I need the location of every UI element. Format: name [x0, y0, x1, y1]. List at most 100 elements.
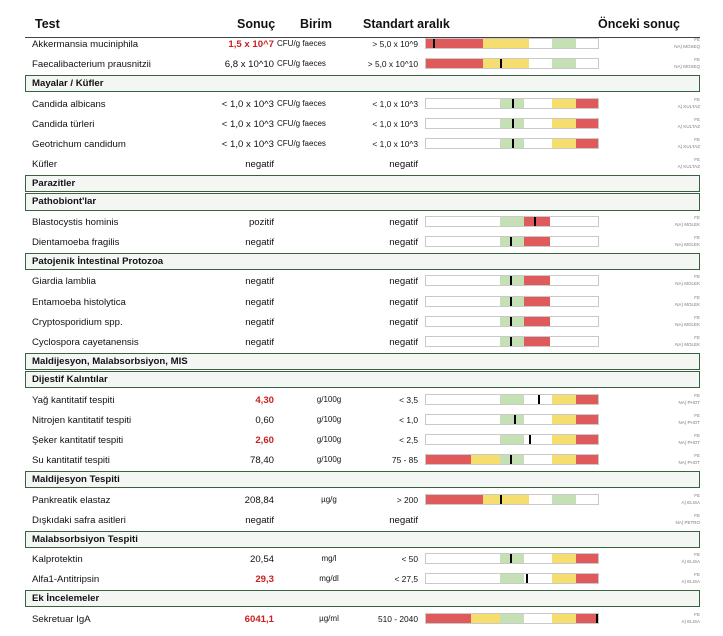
bar-zone: [575, 455, 598, 465]
bar-zone: [575, 574, 598, 584]
previous-code: FE: [694, 274, 700, 280]
previous-method: NA) PHOT: [678, 419, 700, 425]
table-row: Cyclospora cayetanensis negatif negatif FE N…: [25, 332, 700, 352]
previous-method: A) ELISA: [681, 579, 700, 585]
section-title: Maldijesyon, Malabsorbsiyon, MIS: [32, 355, 188, 367]
section-title: Mayalar / Küfler: [32, 77, 104, 89]
result-marker: [510, 455, 513, 465]
previous-method: NA) PHOT: [678, 439, 700, 445]
result-marker: [529, 434, 532, 444]
result-bar: [425, 612, 599, 624]
bar-zone: [524, 455, 552, 465]
previous-code: FE: [694, 572, 700, 578]
unit-label: µg/g: [321, 494, 337, 504]
table-row: Kalprotektin 20,54 mg/l < 50 FE A) ELISA: [25, 549, 700, 569]
previous-code: FE: [694, 432, 700, 438]
result-value: < 1,0 x 10^3: [221, 98, 274, 110]
result-bar: [425, 117, 599, 129]
previous-result: FE NA) PHOT: [678, 392, 700, 406]
result-bar: [425, 38, 599, 49]
test-name: Nitrojen kantitatif tespiti: [32, 414, 132, 426]
bar-zone: [551, 434, 576, 444]
previous-result: FE A) KULTAZ: [678, 156, 700, 170]
bar-zone: [524, 336, 550, 346]
bar-zone: [426, 39, 483, 48]
section-header: Pathobiont'lar: [25, 193, 700, 211]
table-row: Pankreatik elastaz 208,84 µg/g > 200 FE A) EL…: [25, 490, 700, 510]
previous-result: FE NA) MOLEK: [675, 294, 700, 308]
bar-zone: [529, 39, 552, 48]
previous-method: NA) PHOT: [678, 399, 700, 405]
bar-zone: [524, 394, 552, 404]
previous-code: FE: [694, 294, 700, 300]
test-name: Entamoeba histolytica: [32, 296, 126, 308]
test-name: Geotrichum candidum: [32, 138, 126, 150]
previous-code: FE: [694, 492, 700, 498]
section-title: Dijestif Kalıntılar: [32, 374, 108, 386]
bar-zone: [499, 613, 525, 623]
section-header: Maldijesyon, Malabsorbsiyon, MIS: [25, 352, 700, 370]
result-value: 1,5 x 10^7: [228, 39, 274, 50]
bar-zone: [551, 574, 576, 584]
unit-label: CFU/g faeces: [277, 39, 326, 48]
previous-code: FE: [694, 234, 700, 240]
bar-zone: [524, 236, 550, 246]
bar-zone: [524, 554, 552, 564]
result-bar: [425, 97, 599, 109]
reference-range: negatif: [389, 158, 418, 170]
bar-zone: [551, 554, 576, 564]
test-name: Cryptosporidium spp.: [32, 316, 123, 328]
table-row: Faecalibacterium prausnitzii 6,8 x 10^10 C…: [25, 54, 700, 74]
previous-result: FE NA) MOLEK: [675, 234, 700, 248]
result-bar: [425, 393, 599, 405]
bar-zone: [499, 138, 525, 148]
unit-label: CFU/g faeces: [277, 59, 326, 69]
unit-label: g/100g: [316, 455, 342, 465]
previous-code: FE: [694, 57, 700, 63]
result-bar: [425, 493, 599, 505]
unit-label: µg/ml: [319, 613, 339, 623]
bar-zone: [575, 138, 598, 148]
section-header: Malabsorbsiyon Tespiti: [25, 530, 700, 548]
bar-zone: [524, 296, 550, 306]
unit-label: CFU/g faeces: [277, 138, 326, 148]
result-value: 208,84: [244, 494, 274, 506]
bar-zone: [426, 455, 471, 465]
table-row: Candida türleri < 1,0 x 10^3 CFU/g faeces <…: [25, 114, 700, 134]
result-value: 20,54: [249, 554, 274, 566]
header-test: Test: [35, 17, 60, 31]
previous-code: FE: [694, 136, 700, 142]
table-row: Alfa1-Antitripsin 29,3 mg/dl < 27,5 FE A) ELI…: [25, 569, 700, 589]
result-value: < 1,0 x 10^3: [221, 138, 274, 150]
bar-zone: [524, 118, 552, 128]
reference-range: > 5,0 x 10^10: [367, 59, 418, 70]
previous-method: A) KULTAZ: [677, 103, 700, 109]
table-row: Şeker kantitatif tespiti 2,60 g/100g < 2,5 F…: [25, 430, 700, 450]
result-value: negatif: [245, 158, 274, 170]
section-title: Patojenik İntestinal Protozoa: [32, 255, 164, 267]
result-value: 2,60: [255, 434, 274, 446]
result-value: negatif: [245, 316, 274, 328]
previous-method: NA) MOLEK: [675, 281, 700, 287]
bar-zone: [551, 394, 576, 404]
table-row: Su kantitatif tespiti 78,40 g/100g 75 - 85 F…: [25, 450, 700, 470]
bar-zone: [529, 494, 552, 504]
bar-zone: [524, 216, 550, 226]
bar-zone: [482, 39, 530, 48]
previous-code: FE: [694, 156, 700, 162]
section-title: Parazitler: [32, 177, 76, 189]
bar-zone: [499, 574, 525, 584]
bar-zone: [551, 138, 576, 148]
previous-method: A) KULTAZ: [677, 123, 700, 129]
bar-zone: [575, 414, 598, 424]
test-name: Blastocystis hominis: [32, 216, 119, 228]
result-marker: [510, 236, 513, 246]
section-header: Mayalar / Küfler: [25, 74, 700, 93]
previous-result: FE NA) PHOT: [678, 452, 700, 466]
test-name: Dışkıdaki safra asitleri: [32, 514, 126, 526]
test-name: Faecalibacterium prausnitzii: [32, 59, 151, 71]
test-name: Akkermansia muciniphila: [32, 39, 139, 50]
previous-method: A) ELISA: [681, 559, 700, 565]
reference-range: < 1,0 x 10^3: [372, 118, 418, 129]
section-header: Maldijesyon Tespiti: [25, 470, 700, 489]
